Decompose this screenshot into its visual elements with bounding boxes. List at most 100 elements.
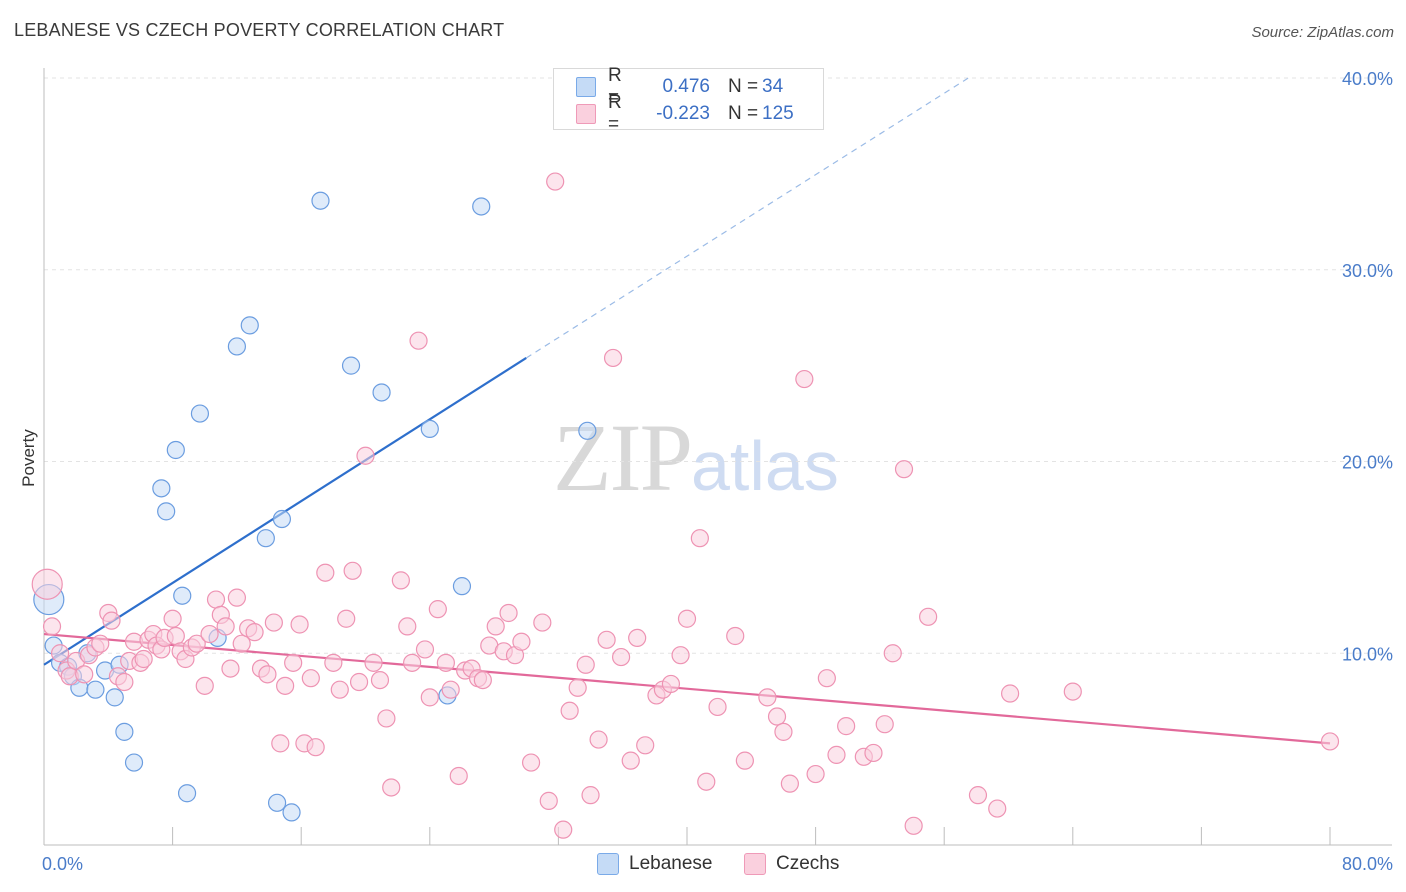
point-czechs [894,460,914,479]
point-czechs [436,653,455,672]
point-czechs [636,736,655,755]
point-czechs [875,715,894,734]
point-czechs [75,665,94,684]
stats-legend: R = 0.476 N = 34 R = -0.223 N = 125 [553,65,824,135]
point-czechs [271,734,290,753]
x-tick-label: 80.0% [1342,854,1393,874]
point-czechs [301,669,320,688]
point-czechs [403,653,422,672]
legend-label: Czechs [776,853,840,874]
point-czechs [364,653,383,672]
legend-item-czechs: Czechs [744,852,839,876]
point-czechs [837,717,856,736]
point-czechs [1001,684,1020,703]
n-label: N = [728,103,759,124]
legend-swatch-lebanese [576,77,596,97]
axes [43,68,1392,846]
point-lebanese [177,784,197,803]
point-czechs [324,653,343,672]
point-czechs [42,617,62,636]
point-czechs [628,628,647,648]
point-czechs [290,615,309,634]
point-lebanese [115,722,134,741]
point-czechs [919,607,938,626]
point-czechs [449,766,468,786]
point-czechs [1320,732,1340,751]
x-tick-label: 0.0% [42,854,83,874]
point-czechs [827,745,846,764]
point-lebanese [86,680,105,699]
legend-swatch-czechs [576,104,596,124]
axis-labels: 10.0% 20.0% 30.0% 40.0% 0.0% 80.0% Poverty [19,69,1393,874]
point-lebanese [341,356,361,375]
point-czechs [767,707,787,726]
y-tick-label: 10.0% [1342,644,1393,664]
source-label: Source: ZipAtlas.com [1251,24,1394,41]
point-czechs [216,617,235,636]
point-czechs [560,701,579,720]
point-czechs [356,446,375,465]
point-czechs [708,697,727,717]
point-czechs [499,603,518,623]
point-czechs [690,529,709,548]
point-czechs [245,623,264,642]
point-czechs [554,820,573,839]
point-czechs [1063,682,1082,701]
legend-row-czechs: R = -0.223 N = 125 [576,92,794,135]
point-czechs [795,369,814,389]
point-lebanese [256,529,275,548]
point-czechs [398,617,417,636]
point-czechs [533,613,552,632]
trend-czechs [43,632,1331,745]
point-czechs [546,172,565,191]
point-czechs [276,676,295,695]
point-czechs [337,609,356,628]
point-czechs [968,786,988,805]
point-czechs [581,786,600,805]
point-czechs [258,665,277,684]
point-czechs [473,670,492,690]
grid-lines [44,77,1392,654]
point-lebanese [311,191,330,210]
r-label: R = [608,92,622,135]
point-czechs [486,617,505,636]
point-czechs [330,680,349,699]
point-czechs [409,331,428,350]
point-czechs [187,634,206,653]
point-lebanese [166,440,185,460]
point-czechs [31,568,63,600]
point-lebanese [372,383,391,402]
point-lebanese [282,803,301,822]
point-czechs [568,678,587,697]
n-label: N = [728,76,759,97]
legend-swatch [597,853,619,875]
point-czechs [758,688,777,707]
point-czechs [780,774,799,793]
point-czechs [621,751,640,770]
point-czechs [539,791,558,810]
point-czechs [316,563,335,582]
point-czechs [671,646,690,665]
point-czechs [377,709,396,728]
point-czechs [576,655,595,674]
point-czechs [134,649,153,669]
point-czechs [603,348,623,368]
point-czechs [115,672,134,692]
point-czechs [415,640,435,659]
point-lebanese [124,753,144,772]
point-czechs [102,611,121,630]
chart-title: LEBANESE VS CZECH POVERTY CORRELATION CH… [14,20,505,40]
point-czechs [349,672,369,692]
legend-label: Lebanese [629,853,713,874]
point-czechs [677,609,697,628]
point-czechs [420,688,439,707]
point-czechs [264,613,283,632]
point-czechs [195,676,214,695]
point-czechs [611,647,631,667]
watermark: ZIPatlas [553,402,839,513]
y-tick-label: 30.0% [1342,261,1393,281]
point-czechs [697,772,716,791]
r-value: -0.223 [656,103,710,124]
point-czechs [883,644,902,663]
